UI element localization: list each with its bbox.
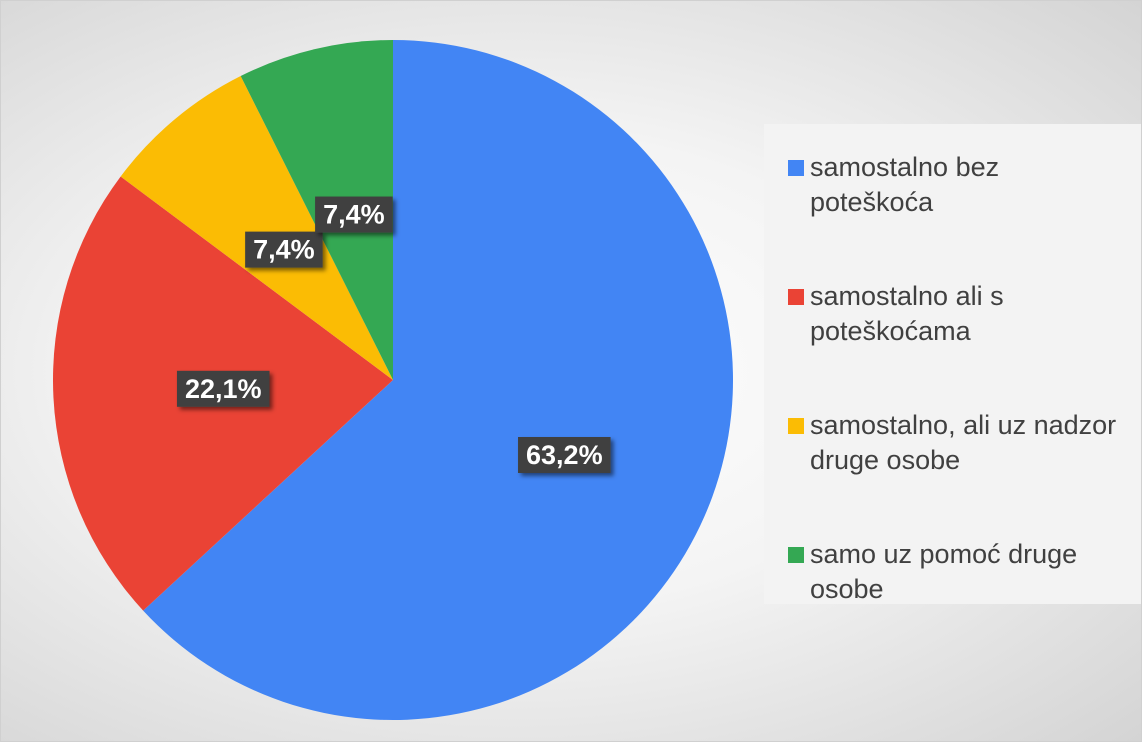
data-label: 7,4%	[315, 196, 393, 233]
legend-swatch	[788, 289, 804, 305]
legend-item: samostalno, ali uz nadzor druge osobe	[788, 408, 1123, 537]
legend-label: samostalno, ali uz nadzor druge osobe	[810, 410, 1117, 475]
data-label-text: 22,1%	[185, 374, 262, 404]
legend-item: samostalno ali s poteškoćama	[788, 279, 1123, 408]
legend-swatch	[788, 547, 804, 563]
data-label-text: 7,4%	[323, 200, 385, 230]
data-label: 7,4%	[245, 231, 323, 268]
data-label-text: 63,2%	[526, 440, 603, 470]
legend-swatch	[788, 418, 804, 434]
pie-slice	[120, 76, 394, 381]
data-label-box	[315, 196, 393, 233]
data-label-box	[518, 437, 611, 474]
data-label-box	[245, 231, 323, 268]
legend-swatch	[788, 160, 804, 176]
data-label: 63,2%	[518, 437, 611, 474]
data-label-box	[176, 370, 270, 407]
legend-label: samo uz pomoć druge osobe	[810, 539, 1078, 604]
legend-item: samo uz pomoć druge osobe	[788, 537, 1123, 666]
legend-label: samostalno ali s poteškoćama	[810, 281, 1004, 346]
legend-item: samostalno bez poteškoća	[788, 150, 1123, 279]
legend: samostalno bez poteškoća samostalno ali s…	[764, 124, 1141, 604]
legend-label: samostalno bez poteškoća	[810, 152, 1000, 217]
pie-slice	[143, 40, 733, 720]
data-label: 22,1%	[176, 370, 270, 407]
data-label-text: 7,4%	[253, 235, 315, 265]
